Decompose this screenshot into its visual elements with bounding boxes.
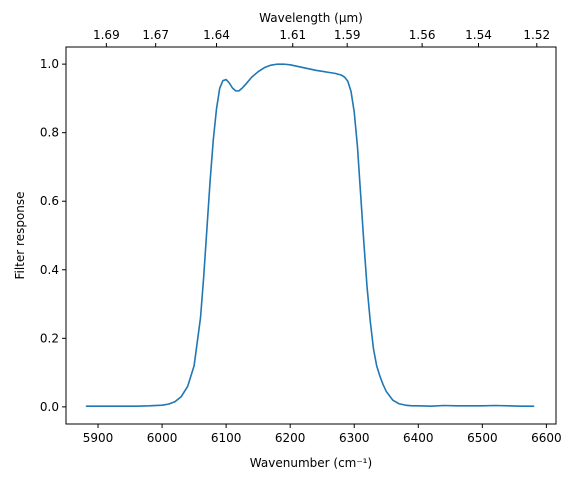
x-tick-label: 6500: [467, 431, 498, 445]
top-tick-label: 1.54: [465, 28, 492, 42]
y-tick-label: 0.0: [40, 400, 59, 414]
x-tick-label: 5900: [83, 431, 114, 445]
y-tick-label: 0.2: [40, 331, 59, 345]
axis-ticks: 5900 6000 6100 6200 6300 6400 6500 6600 0.0 0.2 0.…: [40, 28, 562, 445]
top-tick-label: 1.56: [409, 28, 436, 42]
plot-frame: [65, 46, 557, 425]
top-tick-label: 1.61: [279, 28, 306, 42]
series-line: [85, 63, 535, 407]
top-tick-label: 1.59: [334, 28, 361, 42]
plot-area: [85, 63, 535, 407]
y-axis-label: Filter response: [13, 191, 27, 279]
top-x-axis-label: Wavelength (μm): [259, 11, 363, 25]
x-tick-label: 6100: [211, 431, 242, 445]
top-tick-label: 1.69: [93, 28, 120, 42]
x-tick-label: 6600: [531, 431, 562, 445]
top-tick-label: 1.64: [203, 28, 230, 42]
top-tick-label: 1.67: [142, 28, 169, 42]
y-tick-label: 0.6: [40, 194, 59, 208]
top-tick-label: 1.52: [523, 28, 550, 42]
x-tick-label: 6200: [275, 431, 306, 445]
x-tick-label: 6300: [339, 431, 370, 445]
x-axis-label: Wavenumber (cm⁻¹): [250, 456, 372, 470]
y-tick-label: 0.8: [40, 126, 59, 140]
y-tick-label: 0.4: [40, 263, 59, 277]
x-tick-label: 6000: [147, 431, 178, 445]
x-tick-label: 6400: [403, 431, 434, 445]
y-tick-label: 1.0: [40, 57, 59, 71]
